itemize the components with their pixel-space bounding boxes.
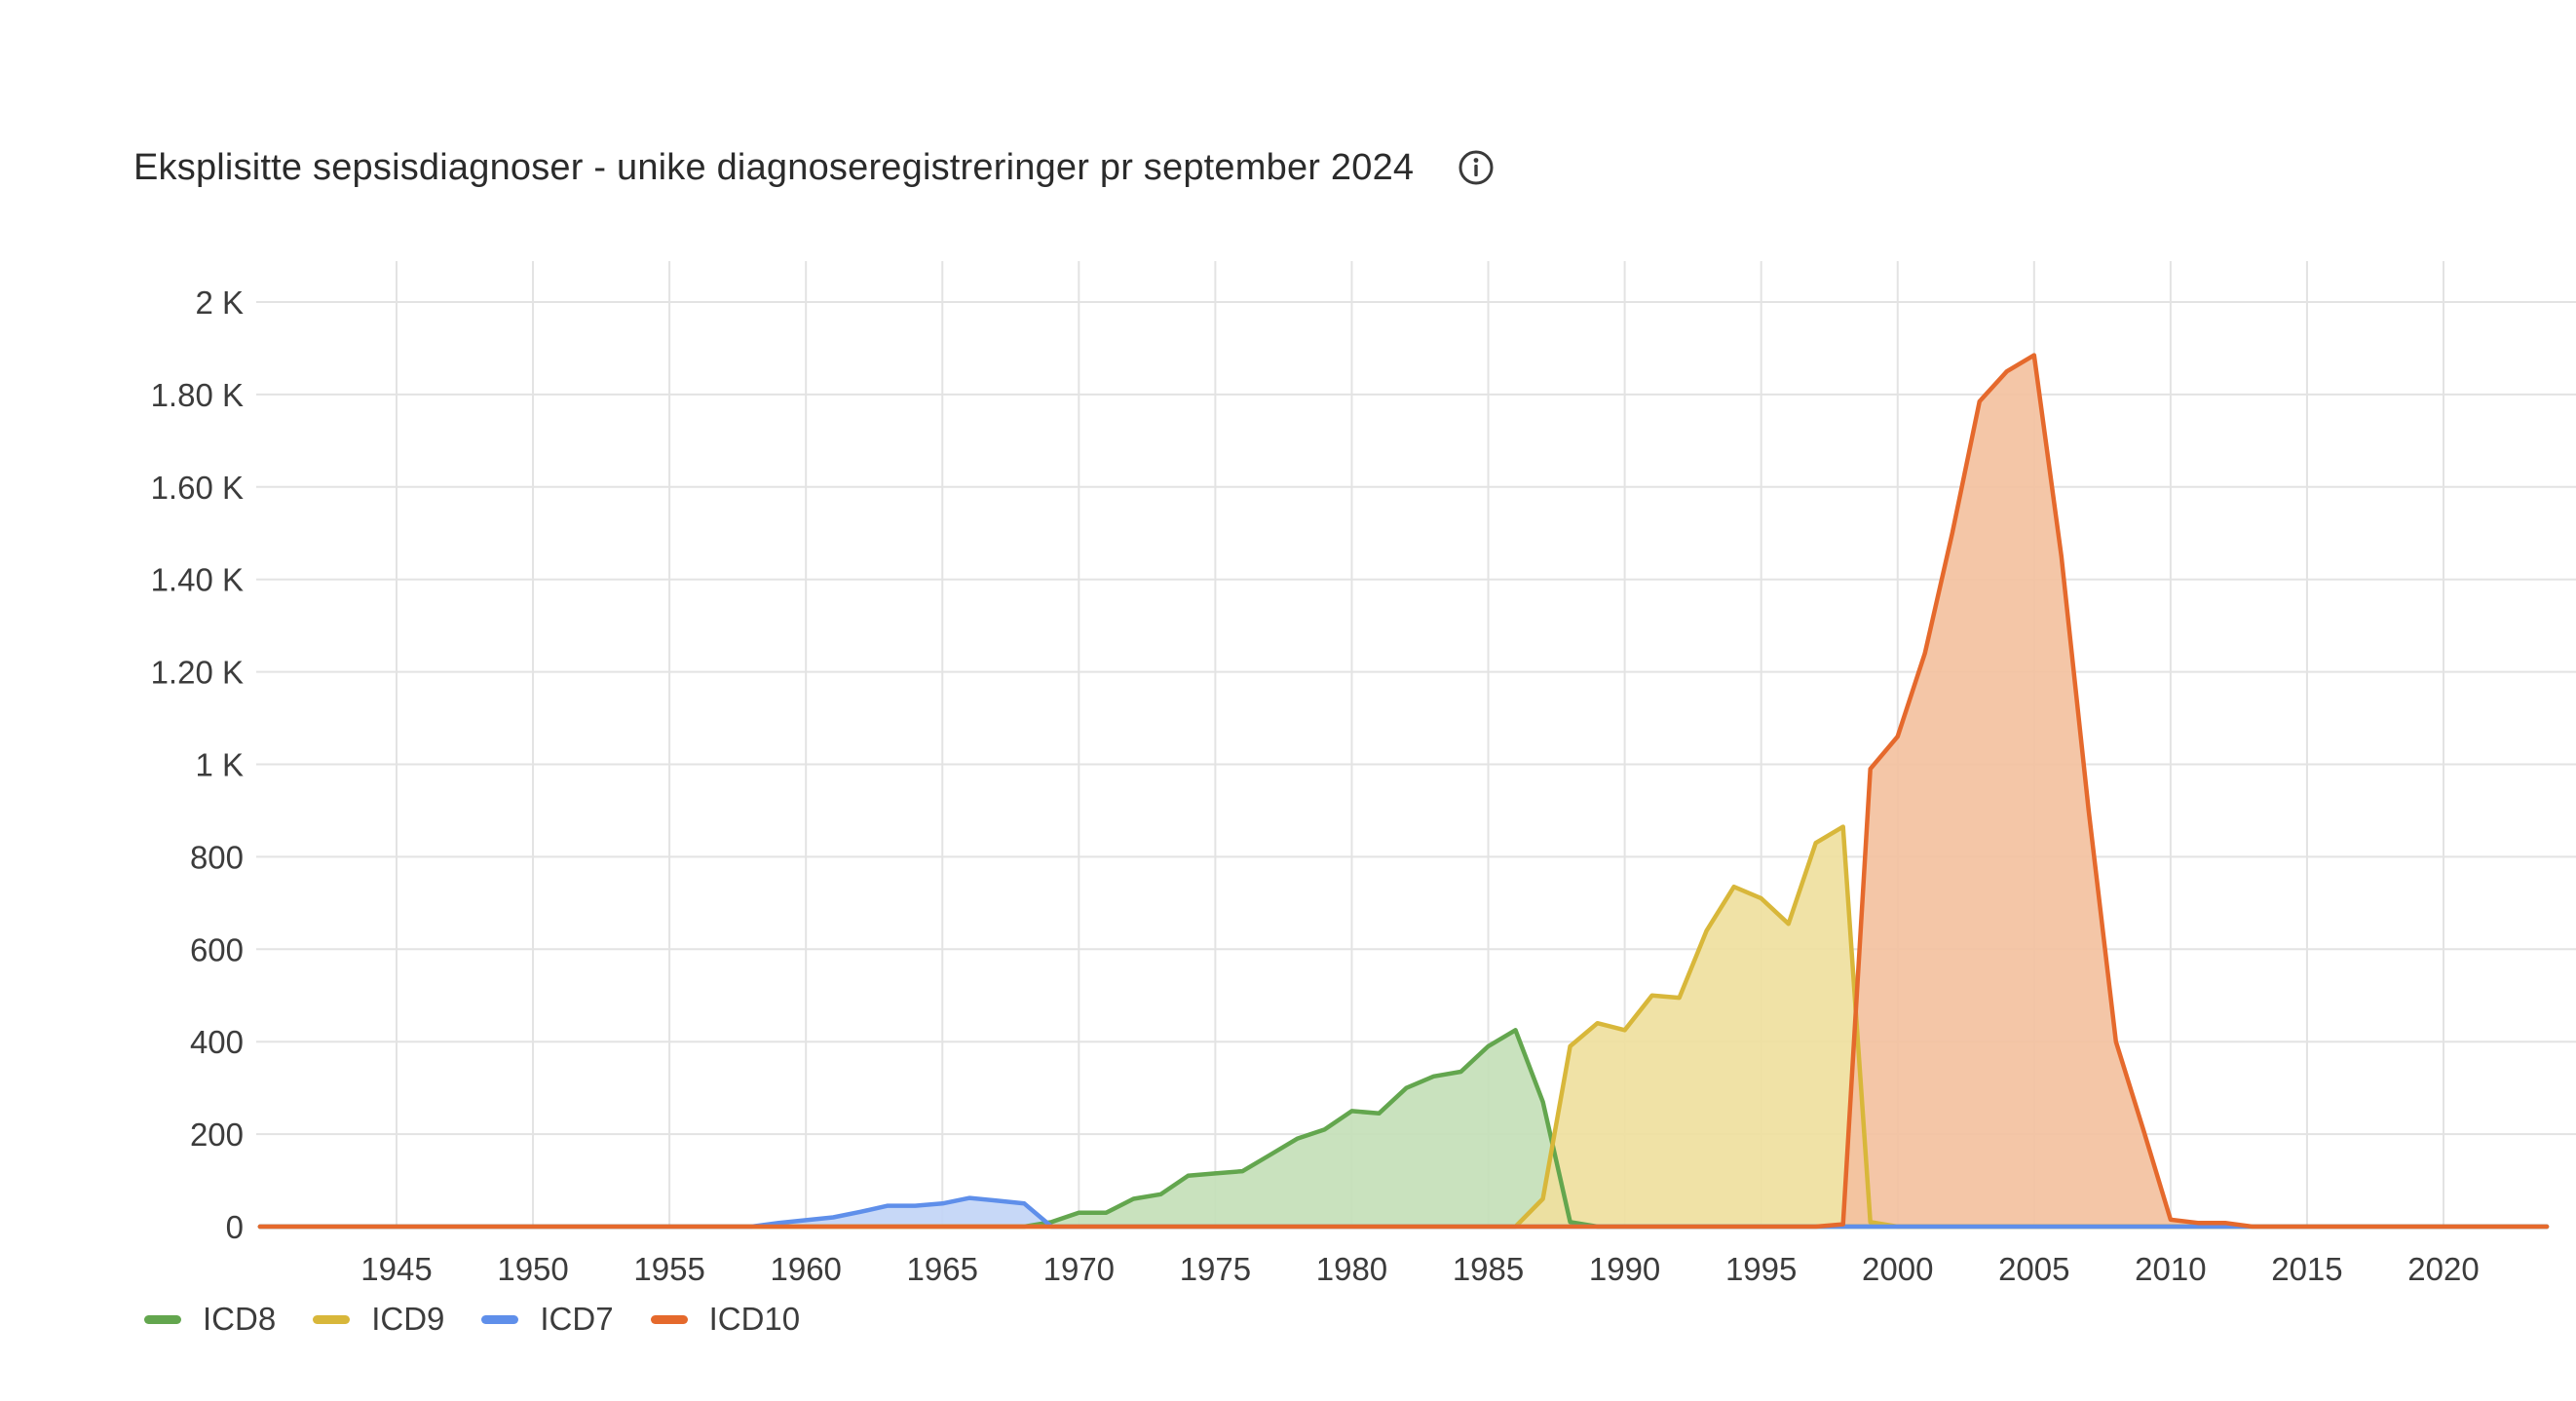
- y-tick-label: 0: [226, 1209, 244, 1245]
- x-tick-label: 2005: [1998, 1251, 2069, 1287]
- line-icd7[interactable]: [257, 1195, 2550, 1230]
- legend-item-icd10[interactable]: ICD10: [650, 1301, 801, 1338]
- y-tick-label: 2 K: [195, 284, 244, 321]
- legend-swatch: [481, 1314, 519, 1324]
- x-tick-label: 1980: [1316, 1251, 1387, 1287]
- legend-item-icd7[interactable]: ICD7: [481, 1301, 614, 1338]
- x-axis-tick-labels: 1945 1950 1955 1960 1965 1970 1975 1980 1985 1990…: [360, 1251, 2479, 1287]
- legend-item-icd8[interactable]: ICD8: [144, 1301, 276, 1338]
- x-tick-label: 1965: [907, 1251, 978, 1287]
- area-icd10[interactable]: [259, 355, 2548, 1228]
- y-tick-label: 1.20 K: [151, 655, 244, 691]
- x-tick-label: 2020: [2407, 1251, 2479, 1287]
- x-tick-label: 1970: [1043, 1251, 1115, 1287]
- y-axis-tick-labels: 0 200 400 600 800 1 K 1.20 K 1.40 K 1.60 K 1.80 K…: [151, 284, 244, 1245]
- line-icd9[interactable]: [257, 824, 2550, 1230]
- x-tick-label: 2015: [2271, 1251, 2342, 1287]
- y-tick-label: 400: [190, 1024, 244, 1060]
- legend-swatch: [313, 1314, 351, 1324]
- legend-label: ICD10: [708, 1301, 801, 1337]
- y-tick-label: 800: [190, 839, 244, 875]
- legend-label: ICD9: [371, 1301, 445, 1337]
- legend-swatch: [650, 1314, 688, 1324]
- chart-title: Eksplisitte sepsisdiagnoser - unike diag…: [133, 146, 1415, 188]
- y-tick-label: 600: [190, 931, 244, 967]
- y-tick-label: 1.40 K: [151, 562, 244, 598]
- x-tick-label: 1950: [497, 1251, 568, 1287]
- chart-header: Eksplisitte sepsisdiagnoser - unike diag…: [133, 136, 1496, 199]
- area-icd8[interactable]: [259, 1030, 2548, 1227]
- x-tick-label: 1945: [360, 1251, 432, 1287]
- series-areas[interactable]: [259, 355, 2548, 1228]
- legend-swatch: [144, 1314, 181, 1324]
- legend-label: ICD8: [203, 1301, 277, 1337]
- y-tick-label: 1 K: [195, 747, 244, 783]
- legend-label: ICD7: [540, 1301, 614, 1337]
- x-tick-label: 2010: [2135, 1251, 2206, 1287]
- info-circle-icon[interactable]: [1457, 148, 1496, 187]
- x-tick-label: 1995: [1725, 1251, 1797, 1287]
- y-tick-label: 1.60 K: [151, 470, 244, 506]
- x-tick-label: 1975: [1180, 1251, 1251, 1287]
- line-icd8[interactable]: [257, 1028, 2550, 1230]
- chart-legend: ICD8 ICD9 ICD7 ICD10: [144, 1301, 837, 1338]
- series-lines[interactable]: [257, 353, 2550, 1230]
- x-tick-label: 1955: [633, 1251, 704, 1287]
- line-icd10[interactable]: [257, 353, 2550, 1230]
- x-tick-label: 1985: [1453, 1251, 1524, 1287]
- x-tick-label: 1990: [1589, 1251, 1660, 1287]
- y-tick-label: 1.80 K: [151, 377, 244, 413]
- x-tick-label: 2000: [1862, 1251, 1933, 1287]
- x-tick-label: 1960: [770, 1251, 841, 1287]
- legend-item-icd9[interactable]: ICD9: [313, 1301, 444, 1338]
- y-tick-label: 200: [190, 1117, 244, 1153]
